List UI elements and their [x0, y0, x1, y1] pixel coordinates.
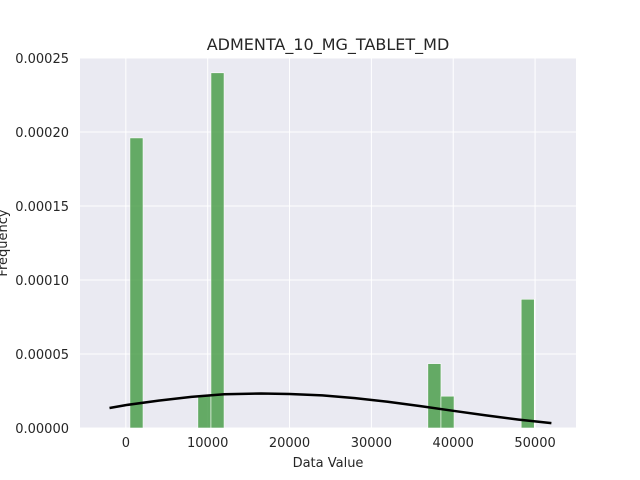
- y-tick-label: 0.00020: [15, 126, 69, 141]
- y-tick-label: 0.00005: [15, 348, 69, 363]
- x-tick-label: 20000: [269, 436, 310, 451]
- grid-lines: [80, 57, 576, 429]
- y-axis-label: Frequency: [0, 209, 11, 276]
- y-tick-label: 0.00025: [15, 52, 69, 67]
- y-axis-ticks: 0.00000 0.00005 0.00010 0.00015 0.00020 0.000…: [15, 52, 69, 437]
- y-tick-label: 0.00015: [15, 200, 69, 215]
- histogram-bar: [520, 298, 535, 429]
- histogram-bar: [427, 363, 442, 429]
- histogram-bar: [210, 72, 225, 429]
- histogram-bar: [440, 395, 455, 429]
- density-curve: [109, 392, 552, 425]
- x-axis-label: Data Value: [293, 456, 364, 471]
- x-tick-label: 50000: [514, 436, 555, 451]
- chart-title: ADMENTA_10_MG_TABLET_MD: [207, 35, 450, 55]
- x-axis-ticks: 0 10000 20000 30000 40000 50000: [122, 436, 556, 451]
- histogram-bar: [197, 395, 212, 429]
- x-tick-label: 40000: [433, 436, 474, 451]
- histogram-bars: [129, 72, 535, 429]
- histogram-bar: [129, 137, 144, 429]
- x-tick-label: 10000: [187, 436, 228, 451]
- y-tick-label: 0.00000: [15, 422, 69, 437]
- x-tick-label: 30000: [351, 436, 392, 451]
- x-tick-label: 0: [122, 436, 130, 451]
- y-tick-label: 0.00010: [15, 274, 69, 289]
- plot-area: [80, 58, 576, 428]
